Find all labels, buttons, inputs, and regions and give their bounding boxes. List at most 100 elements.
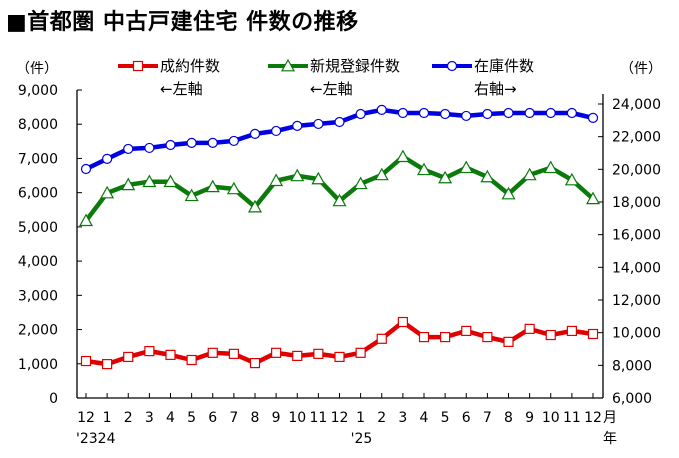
right-axis-tick-label: 14,000 <box>612 260 661 276</box>
x-axis-year-unit: 年 <box>603 431 617 447</box>
data-point-square <box>165 349 176 360</box>
data-point-square <box>102 359 113 370</box>
x-axis-year-label: '2324 <box>76 431 116 447</box>
data-point-triangle <box>332 193 347 207</box>
data-point-circle <box>165 139 176 151</box>
right-axis-tick-label: 20,000 <box>612 162 661 178</box>
data-point-circle <box>249 128 261 139</box>
x-axis-tick-label: 5 <box>187 410 196 426</box>
data-point-triangle <box>459 160 474 174</box>
left-axis-tick-label: 1,000 <box>18 357 58 373</box>
legend-item: 新規登録件数 ←左軸 <box>268 57 400 98</box>
x-axis-tick-label: 6 <box>208 410 217 426</box>
right-axis-tick-label: 22,000 <box>612 130 661 146</box>
data-point-square <box>186 354 197 366</box>
axes: 9,000 8,000 7,000 6,000 5,000 4,000 3,000 2,000… <box>16 61 662 447</box>
left-axis-tick-label: 7,000 <box>18 151 58 167</box>
x-axis-tick-label: 12 <box>584 410 602 426</box>
x-axis-tick-label: 8 <box>251 410 260 426</box>
data-point-triangle <box>226 181 241 195</box>
data-point-circle <box>313 118 324 130</box>
left-axis-tick-label: 6,000 <box>18 186 58 202</box>
data-point-circle <box>144 142 155 154</box>
data-point-triangle <box>353 176 368 190</box>
x-axis-tick-label: 11 <box>309 410 327 426</box>
left-axis-tick-label: 8,000 <box>18 117 58 133</box>
series-circle <box>80 104 599 175</box>
x-axis-tick-label: 7 <box>229 410 238 426</box>
data-point-triangle <box>78 213 94 227</box>
data-point-square <box>123 351 134 363</box>
data-point-square <box>292 350 303 362</box>
right-axis-tick-label: 12,000 <box>612 293 661 309</box>
data-point-circle <box>207 137 218 148</box>
left-axis-tick-label: 5,000 <box>18 220 58 236</box>
legend-axis-note: ←左軸 <box>310 80 353 98</box>
data-point-square <box>355 347 366 358</box>
x-axis-year-label: '25 <box>351 431 373 447</box>
data-point-triangle <box>247 199 263 213</box>
right-axis-tick-label: 16,000 <box>612 228 661 244</box>
data-point-circle <box>102 153 113 164</box>
data-point-square <box>524 323 535 334</box>
data-point-square <box>482 331 493 343</box>
x-axis-tick-label: 6 <box>462 410 471 426</box>
x-axis-tick-label: 3 <box>145 410 154 426</box>
data-point-triangle <box>269 173 284 187</box>
data-point-circle <box>334 116 345 128</box>
data-point-triangle <box>416 162 432 176</box>
x-axis-tick-label: 1 <box>356 410 365 426</box>
data-point-square <box>144 346 155 357</box>
data-point-circle <box>123 143 134 155</box>
data-point-triangle <box>184 188 199 202</box>
left-axis-tick-label: 3,000 <box>18 288 58 304</box>
series-square <box>80 316 599 370</box>
x-axis-tick-label: 11 <box>563 410 581 426</box>
data-point-circle <box>355 108 366 120</box>
data-point-triangle <box>564 172 579 186</box>
legend-label: 在庫件数 <box>474 57 534 75</box>
data-point-circle <box>587 112 599 123</box>
chart-title: ■首都圏 中古戸建住宅 件数の推移 <box>6 10 359 35</box>
x-axis-tick-label: 4 <box>166 410 175 426</box>
data-point-triangle <box>142 174 157 188</box>
right-axis-tick-label: 10,000 <box>612 326 661 342</box>
x-axis-tick-label: 7 <box>483 410 492 426</box>
data-point-square <box>461 325 472 337</box>
data-point-square <box>566 325 577 337</box>
data-point-triangle <box>205 179 220 193</box>
data-point-circle <box>446 60 458 72</box>
data-point-circle <box>80 163 92 175</box>
x-axis-tick-label: 10 <box>288 410 306 426</box>
x-axis-tick-label: 2 <box>124 410 133 426</box>
x-axis-tick-label: 10 <box>542 410 560 426</box>
data-point-square <box>440 331 451 343</box>
data-point-triangle <box>585 191 601 205</box>
left-axis-tick-label: 2,000 <box>18 323 58 339</box>
data-point-circle <box>461 110 472 122</box>
data-point-square <box>334 351 345 363</box>
right-axis-tick-label: 8,000 <box>612 358 652 374</box>
data-point-square <box>249 357 261 369</box>
data-point-triangle <box>100 185 115 199</box>
right-axis-tick-label: 18,000 <box>612 195 661 211</box>
legend-axis-note: ←左軸 <box>160 80 203 98</box>
left-axis-tick-label: 0 <box>49 391 58 407</box>
data-point-triangle <box>522 167 537 181</box>
data-point-triangle <box>163 174 178 188</box>
data-point-circle <box>186 137 197 148</box>
plot-area <box>78 104 601 370</box>
data-point-circle <box>545 107 556 119</box>
series-triangle <box>78 149 601 227</box>
data-point-triangle <box>543 160 558 174</box>
right-axis-unit: （件） <box>620 61 662 77</box>
x-axis-tick-label: 12 <box>77 410 95 426</box>
data-point-square <box>397 316 408 328</box>
legend-label: 新規登録件数 <box>310 57 400 75</box>
data-point-square <box>376 333 387 344</box>
legend-label: 成約件数 <box>160 57 220 75</box>
data-point-circle <box>292 120 303 131</box>
